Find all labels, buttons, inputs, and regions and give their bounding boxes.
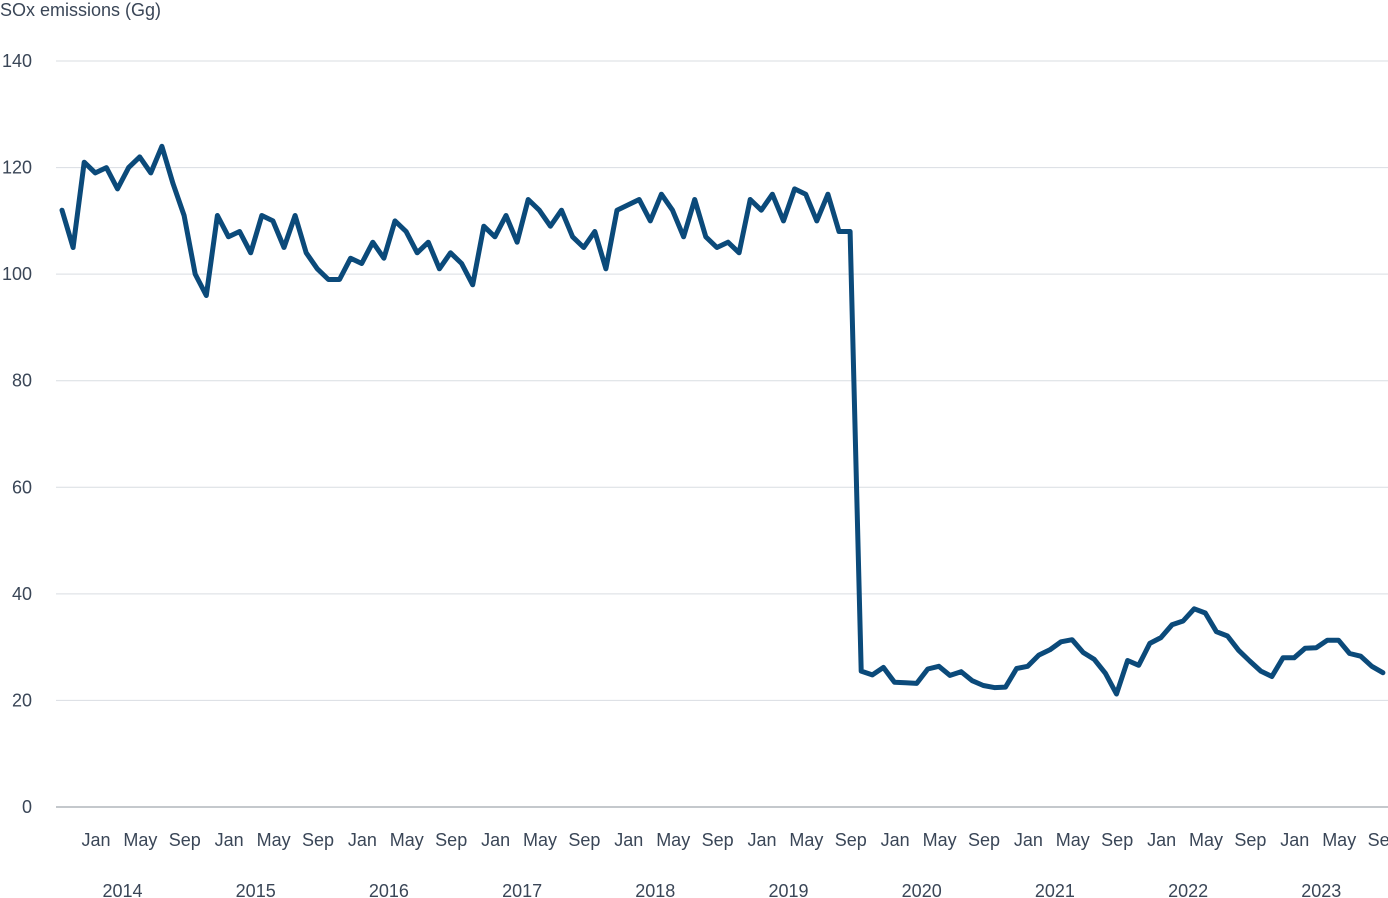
x-tick-month-sep-2017: Sep (568, 830, 600, 850)
x-tick-year-2014: 2014 (102, 881, 142, 898)
x-tick-month-jan-2014: Jan (81, 830, 110, 850)
y-tick-label-100: 100 (2, 264, 32, 284)
x-tick-year-2016: 2016 (369, 881, 409, 898)
x-tick-month-sep-2019: Sep (835, 830, 867, 850)
y-tick-label-60: 60 (12, 477, 32, 497)
grid-lines (56, 60, 1388, 808)
x-tick-year-2018: 2018 (635, 881, 675, 898)
x-tick-month-jan-2020: Jan (881, 830, 910, 850)
y-tick-label-140: 140 (2, 51, 32, 71)
x-tick-month-may-2022: May (1189, 830, 1223, 850)
x-tick-month-sep-2015: Sep (302, 830, 334, 850)
series-layer (59, 143, 1386, 697)
x-tick-year-2022: 2022 (1168, 881, 1208, 898)
x-tick-month-jan-2017: Jan (481, 830, 510, 850)
x-tick-month-may-2019: May (789, 830, 823, 850)
x-tick-year-2020: 2020 (902, 881, 942, 898)
x-axis-ticks: Jan May Sep 2014 Jan May Sep 2015 Jan May Sep 2016 J… (81, 830, 1388, 898)
series-line-0 (59, 143, 1386, 697)
x-tick-year-2023: 2023 (1301, 881, 1341, 898)
y-tick-label-120: 120 (2, 158, 32, 178)
y-tick-label-0: 0 (22, 797, 32, 817)
x-tick-month-may-2023: May (1322, 830, 1356, 850)
x-tick-month-jan-2022: Jan (1147, 830, 1176, 850)
x-tick-year-2021: 2021 (1035, 881, 1075, 898)
x-tick-month-sep-2014: Sep (169, 830, 201, 850)
x-tick-year-2019: 2019 (768, 881, 808, 898)
x-tick-month-jan-2018: Jan (614, 830, 643, 850)
y-tick-label-20: 20 (12, 690, 32, 710)
x-tick-month-jan-2023: Jan (1280, 830, 1309, 850)
x-tick-month-sep-2023: Sep (1368, 830, 1388, 850)
x-tick-month-may-2014: May (123, 830, 157, 850)
y-tick-label-80: 80 (12, 371, 32, 391)
x-tick-year-2017: 2017 (502, 881, 542, 898)
x-tick-month-jan-2019: Jan (747, 830, 776, 850)
x-tick-month-may-2020: May (923, 830, 957, 850)
x-tick-month-sep-2016: Sep (435, 830, 467, 850)
x-tick-month-sep-2018: Sep (702, 830, 734, 850)
x-tick-month-jan-2016: Jan (348, 830, 377, 850)
x-tick-month-may-2016: May (390, 830, 424, 850)
x-tick-month-may-2017: May (523, 830, 557, 850)
y-axis-ticks: 0 20 40 60 80 100 120 140 (2, 51, 32, 817)
y-axis-title: SOx emissions (Gg) (0, 0, 162, 20)
x-tick-month-jan-2015: Jan (215, 830, 244, 850)
x-tick-month-sep-2022: Sep (1234, 830, 1266, 850)
x-tick-month-may-2015: May (257, 830, 291, 850)
x-tick-year-2015: 2015 (236, 881, 276, 898)
x-tick-month-sep-2021: Sep (1101, 830, 1133, 850)
y-tick-label-40: 40 (12, 584, 32, 604)
x-tick-month-may-2018: May (656, 830, 690, 850)
x-tick-month-may-2021: May (1056, 830, 1090, 850)
x-tick-month-jan-2021: Jan (1014, 830, 1043, 850)
x-tick-month-sep-2020: Sep (968, 830, 1000, 850)
